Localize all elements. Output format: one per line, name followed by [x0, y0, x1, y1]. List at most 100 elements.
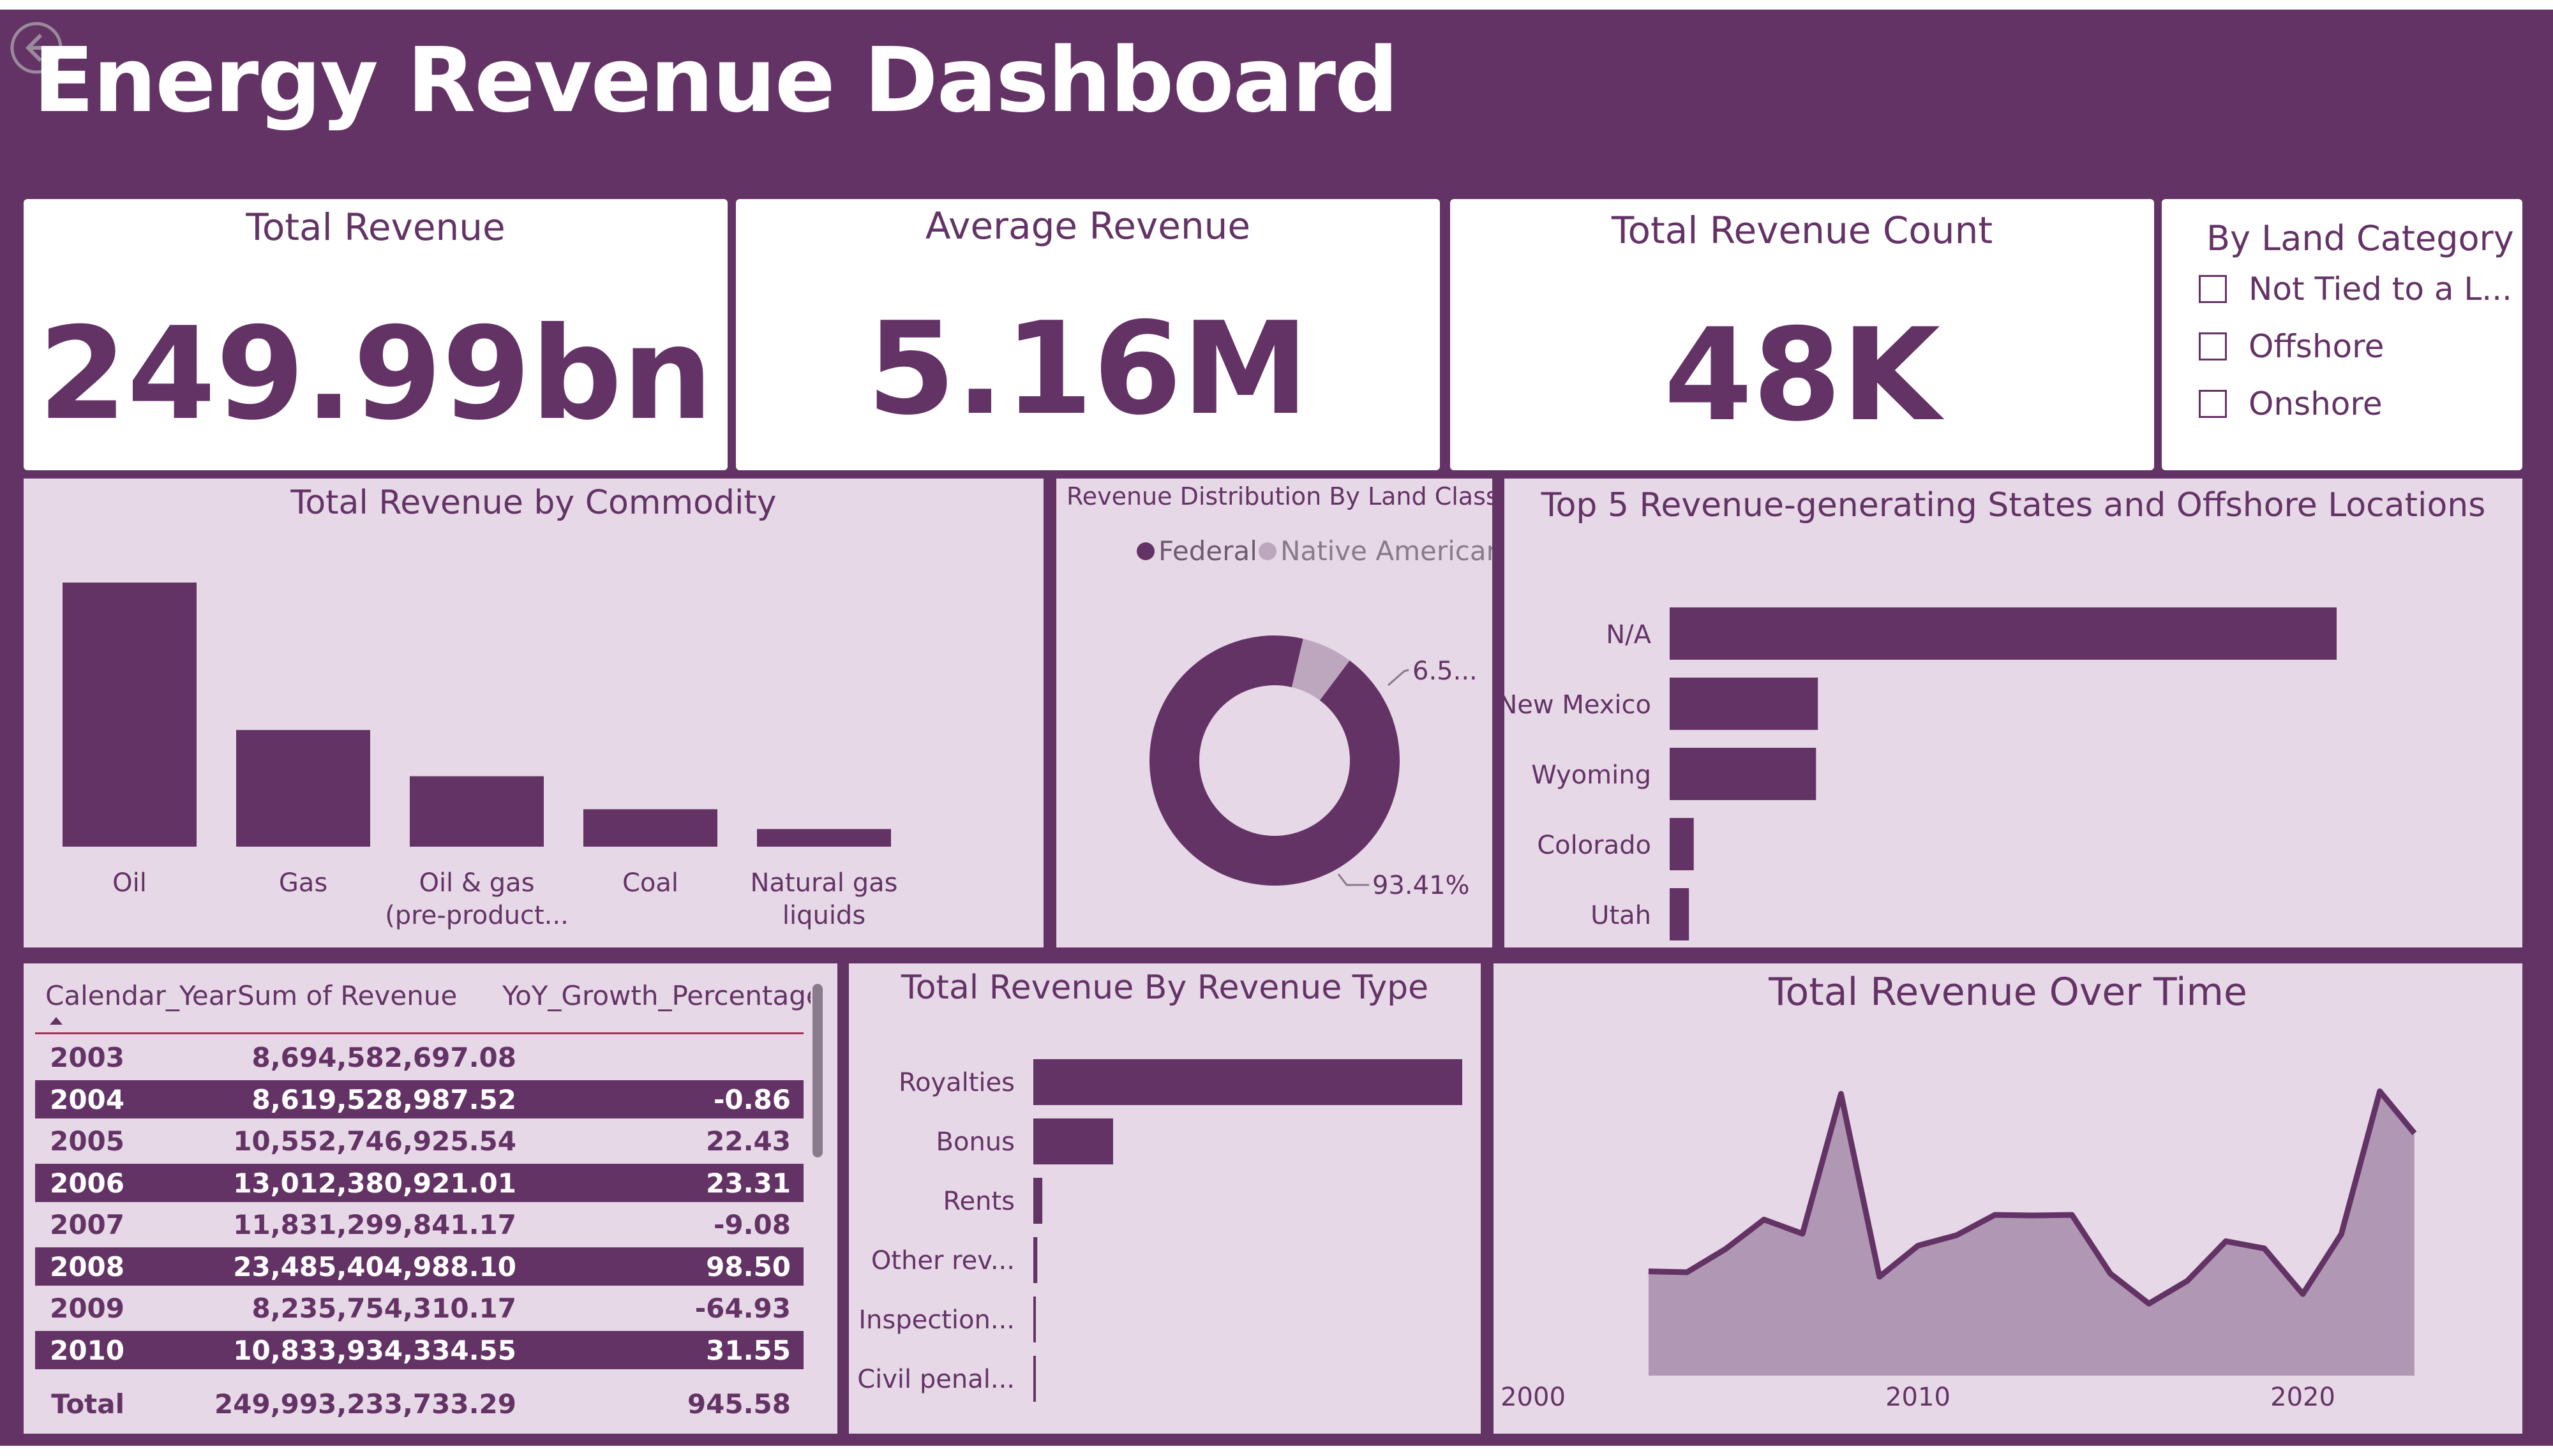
cell-year: 2005: [50, 1125, 124, 1157]
cell-year: 2008: [50, 1251, 124, 1282]
category-label: Bonus: [936, 1127, 1015, 1157]
cell-year: 2003: [50, 1042, 124, 1073]
page-title: Energy Revenue Dashboard: [33, 29, 1398, 133]
table-total-row: Total 249,993,233,733.29 945.58: [35, 1385, 804, 1423]
revenue-type-bar-chart: Royalties Bonus Rents Other rev... Inspectio…: [857, 1059, 1462, 1402]
category-label: Royalties: [899, 1068, 1015, 1097]
cell-year: 2009: [50, 1293, 124, 1324]
column-header-year[interactable]: Calendar_Year: [45, 980, 236, 1011]
bar-utah: [1670, 888, 1689, 940]
back-arrow-icon[interactable]: [8, 19, 65, 77]
table-row[interactable]: 2007 11,831,299,841.17 -9.08: [35, 1205, 804, 1244]
table-scrollbar-track[interactable]: [811, 977, 825, 1427]
bar-inspection-: [1033, 1296, 1036, 1342]
table-row[interactable]: 2003 8,694,582,697.08: [35, 1038, 804, 1076]
cell-revenue: 8,619,528,987.52: [251, 1083, 516, 1115]
slicer-option-offshore[interactable]: Offshore: [2199, 324, 2384, 369]
header-divider: [35, 1032, 804, 1034]
kpi-value: 249.99bn: [38, 300, 714, 449]
bar-gas: [236, 730, 370, 847]
revenue-over-time-area-chart: 2000 2010 2020: [1501, 1088, 2417, 1412]
kpi-card-total-revenue: Total Revenue 249.99bn: [24, 199, 728, 470]
kpi-value: 5.16M: [867, 295, 1309, 443]
commodity-chart-panel: Total Revenue by Commodity Oil Gas Oil & g…: [24, 479, 1044, 947]
cell-year: 2007: [50, 1209, 124, 1240]
bar-natural-gas-liquids: [757, 829, 891, 847]
bar-n-a: [1670, 607, 2337, 660]
cell-revenue: 23,485,404,988.10: [233, 1251, 516, 1282]
table-row[interactable]: 2008 23,485,404,988.10 98.50: [35, 1247, 804, 1286]
bar-coal: [583, 809, 717, 847]
legend-label-native-american: Native American: [1280, 535, 1492, 567]
leader-line-federal: [1337, 873, 1369, 886]
slicer-option-label: Onshore: [2249, 385, 2383, 422]
total-revenue: 249,993,233,733.29: [214, 1388, 516, 1420]
category-label: New Mexico: [1504, 690, 1651, 720]
category-label: Coal: [622, 868, 678, 898]
slicer-option-not-tied[interactable]: Not Tied to a L...: [2199, 267, 2512, 311]
bar-wyoming: [1670, 748, 1816, 800]
leader-line-native-american: [1388, 669, 1409, 687]
bar-oil-gas-pre-product-: [410, 776, 544, 847]
table-row[interactable]: 2006 13,012,380,921.01 23.31: [35, 1163, 804, 1202]
x-tick-label: 2000: [1501, 1383, 1566, 1412]
legend-marker-native-american: [1259, 542, 1276, 560]
cell-year: 2004: [50, 1083, 124, 1115]
area-line: [1648, 1088, 2417, 1307]
cell-revenue: 8,694,582,697.08: [251, 1042, 516, 1073]
column-header-revenue[interactable]: Sum of Revenue: [237, 980, 458, 1011]
x-tick-label: 2020: [2270, 1383, 2335, 1412]
table-row[interactable]: 2005 10,552,746,925.54 22.43: [35, 1122, 804, 1160]
slicer-title: By Land Category: [2206, 218, 2514, 258]
data-label-federal: 93.41%: [1372, 871, 1470, 900]
land-class-donut-chart: Federal Native American 6.5... 93.41%: [1137, 535, 1492, 900]
category-label: Gas: [279, 868, 327, 898]
table-row[interactable]: 2004 8,619,528,987.52 -0.86: [35, 1080, 804, 1118]
area-fill: [1648, 1091, 2414, 1376]
chart-title: Total Revenue Over Time: [1769, 970, 2247, 1014]
checkbox[interactable]: [2199, 390, 2227, 418]
category-label: Natural gas: [751, 868, 898, 898]
category-label: Utah: [1591, 901, 1651, 930]
kpi-card-average-revenue: Average Revenue 5.16M: [736, 199, 1440, 470]
bar-colorado: [1670, 818, 1694, 870]
kpi-title: Total Revenue: [246, 205, 505, 249]
category-label: Civil penal...: [857, 1365, 1015, 1394]
donut-slice-federal: [1149, 635, 1400, 886]
table-row[interactable]: 2009 8,235,754,310.17 -64.93: [35, 1289, 804, 1327]
table-row[interactable]: 2010 10,833,934,334.55 31.55: [35, 1330, 804, 1369]
chart-title: Top 5 Revenue-generating States and Offs…: [1541, 486, 2486, 524]
sort-ascending-icon[interactable]: [47, 1014, 66, 1026]
category-label: liquids: [782, 901, 865, 930]
x-tick-label: 2010: [1885, 1383, 1950, 1412]
bar-bonus: [1033, 1118, 1114, 1164]
donut-slice-native-american: [1291, 639, 1350, 701]
slicer-option-label: Not Tied to a L...: [2249, 271, 2512, 308]
total-label: Total: [51, 1388, 124, 1420]
revenue-table-panel: Calendar_Year Sum of Revenue YoY_Growth_…: [24, 963, 837, 1434]
checkbox[interactable]: [2199, 275, 2227, 303]
column-header-yoy[interactable]: YoY_Growth_Percentage: [502, 980, 823, 1011]
chart-title: Revenue Distribution By Land Class: [1067, 482, 1499, 510]
kpi-value: 48K: [1663, 301, 1941, 450]
legend-label-federal: Federal: [1158, 535, 1257, 567]
bar-civil-penal-: [1033, 1356, 1036, 1402]
kpi-title: Total Revenue Count: [1611, 209, 1993, 252]
legend-marker-federal: [1137, 542, 1155, 560]
category-label: Inspection...: [858, 1305, 1015, 1335]
table-scrollbar-thumb[interactable]: [812, 984, 823, 1157]
checkbox[interactable]: [2199, 332, 2227, 360]
kpi-title: Average Revenue: [925, 204, 1251, 248]
category-label: Colorado: [1537, 831, 1651, 860]
kpi-card-total-revenue-count: Total Revenue Count 48K: [1450, 199, 2154, 470]
category-label: Wyoming: [1531, 761, 1651, 790]
category-label: Rents: [943, 1187, 1015, 1216]
land-class-chart-panel: Revenue Distribution By Land Class Feder…: [1056, 479, 1499, 947]
category-label: Other rev...: [871, 1246, 1015, 1275]
chart-title: Total Revenue By Revenue Type: [901, 969, 1429, 1007]
cell-yoy: 31.55: [706, 1334, 791, 1366]
data-label-native-american: 6.5...: [1412, 657, 1478, 686]
slicer-option-onshore[interactable]: Onshore: [2199, 382, 2383, 426]
land-category-slicer: By Land Category Not Tied to a L... Offs…: [2162, 199, 2522, 470]
